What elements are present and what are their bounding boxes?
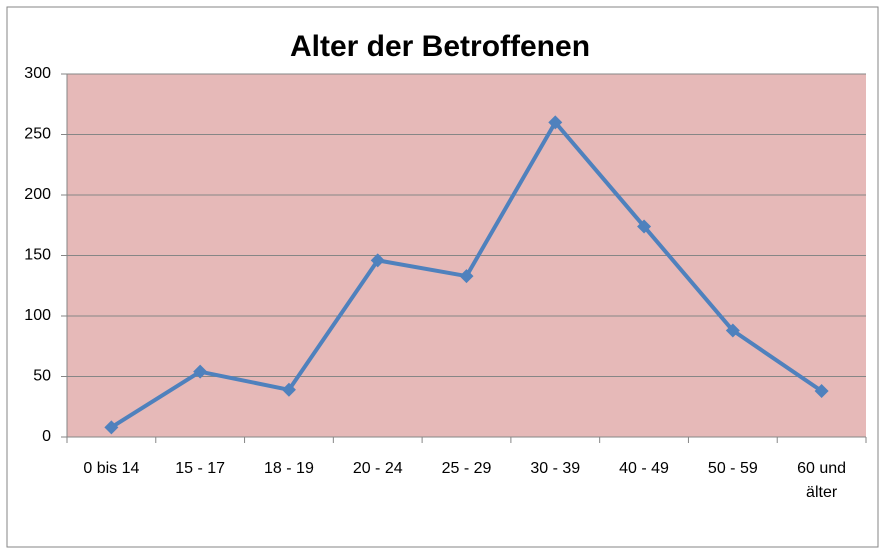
- marker: [281, 382, 296, 397]
- y-tick-label: 50: [33, 368, 51, 385]
- marker: [104, 420, 119, 435]
- marker: [370, 253, 385, 268]
- marker: [725, 323, 740, 338]
- x-tick-label: 40 - 49: [619, 460, 669, 477]
- y-tick-label: 150: [24, 247, 51, 264]
- marker: [459, 269, 474, 284]
- marker: [637, 219, 652, 234]
- x-tick-label: 25 - 29: [441, 460, 492, 477]
- marker: [814, 384, 829, 399]
- x-tick-label: 0 bis 14: [83, 460, 140, 477]
- y-tick-label: 0: [42, 428, 51, 445]
- x-tick-label: 18 - 19: [264, 460, 314, 477]
- x-tick-label: 20 - 24: [352, 460, 403, 477]
- x-tick-label: 50 - 59: [707, 460, 758, 477]
- y-tick-label: 300: [24, 65, 51, 82]
- y-tick-label: 250: [24, 126, 51, 143]
- y-tick-label: 200: [24, 186, 51, 203]
- chart-title: Alter der Betroffenen: [290, 30, 590, 63]
- marker: [193, 364, 208, 379]
- marker: [548, 115, 563, 130]
- x-tick-label: 60 und älter: [797, 460, 847, 501]
- y-tick-label: 100: [24, 307, 51, 324]
- x-tick-label: 15 - 17: [175, 460, 226, 477]
- x-tick-label: 30 - 39: [530, 460, 581, 477]
